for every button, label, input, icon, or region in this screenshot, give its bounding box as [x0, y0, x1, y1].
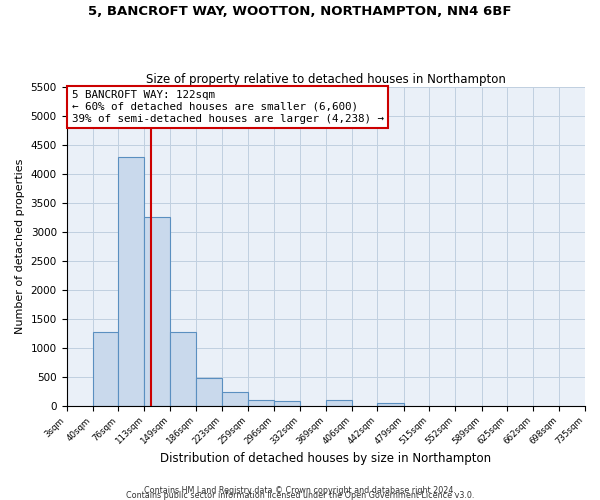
Title: Size of property relative to detached houses in Northampton: Size of property relative to detached ho…: [146, 73, 506, 86]
Text: 5 BANCROFT WAY: 122sqm
← 60% of detached houses are smaller (6,600)
39% of semi-: 5 BANCROFT WAY: 122sqm ← 60% of detached…: [72, 90, 384, 124]
Bar: [377, 403, 404, 406]
Bar: [274, 401, 299, 406]
Bar: [196, 378, 223, 406]
Text: Contains public sector information licensed under the Open Government Licence v3: Contains public sector information licen…: [126, 491, 474, 500]
Bar: [170, 332, 196, 406]
Bar: [145, 218, 170, 406]
Bar: [118, 156, 145, 406]
Text: Contains HM Land Registry data © Crown copyright and database right 2024.: Contains HM Land Registry data © Crown c…: [144, 486, 456, 495]
Bar: [93, 332, 118, 406]
X-axis label: Distribution of detached houses by size in Northampton: Distribution of detached houses by size …: [160, 452, 491, 465]
Bar: [248, 400, 274, 406]
Bar: [223, 392, 248, 406]
Text: 5, BANCROFT WAY, WOOTTON, NORTHAMPTON, NN4 6BF: 5, BANCROFT WAY, WOOTTON, NORTHAMPTON, N…: [88, 5, 512, 18]
Y-axis label: Number of detached properties: Number of detached properties: [15, 158, 25, 334]
Bar: [326, 400, 352, 406]
